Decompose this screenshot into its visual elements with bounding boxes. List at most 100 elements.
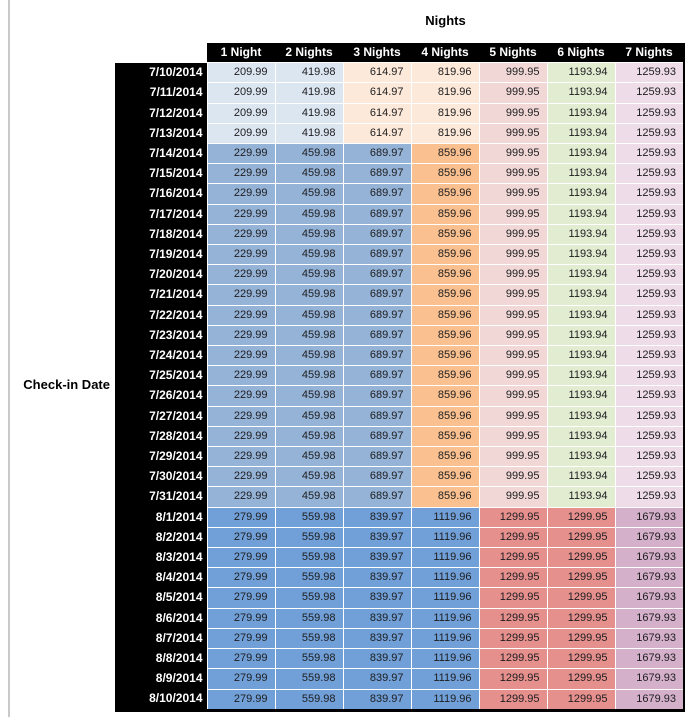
table-row: 7/12/2014 209.99 419.98 614.97 819.96 999.95 1… — [115, 103, 685, 124]
price-cell: 999.95 — [479, 365, 548, 387]
row-date-cell: 7/12/2014 — [115, 103, 208, 124]
price-cell: 1299.95 — [479, 608, 548, 629]
price-cell: 689.97 — [343, 385, 412, 407]
price-cell: 279.99 — [207, 587, 276, 609]
price-cell: 999.95 — [479, 183, 548, 205]
price-cell: 419.98 — [275, 82, 344, 104]
price-cell: 559.98 — [275, 567, 344, 589]
table-row: 7/15/2014 229.99 459.98 689.97 859.96 999.95 1… — [115, 163, 685, 185]
price-cell: 459.98 — [275, 486, 344, 508]
price-cell: 859.96 — [411, 264, 480, 286]
row-date-cell: 7/14/2014 — [115, 143, 208, 164]
price-cell: 819.96 — [411, 103, 480, 124]
table-row: 7/10/2014 209.99 419.98 614.97 819.96 999.95 1… — [115, 62, 685, 84]
price-cell: 229.99 — [207, 284, 276, 306]
price-cell: 229.99 — [207, 365, 276, 387]
price-cell: 1259.93 — [615, 385, 685, 407]
price-cell: 1193.94 — [547, 426, 616, 448]
price-cell: 1193.94 — [547, 345, 616, 367]
price-cell: 459.98 — [275, 385, 344, 407]
price-cell: 1299.95 — [479, 567, 548, 589]
header-row: 1 Night 2 Nights 3 Nights 4 Nights 5 Nights 6… — [115, 43, 684, 64]
table-row: 7/22/2014 229.99 459.98 689.97 859.96 999.95 1… — [115, 305, 685, 326]
price-cell: 459.98 — [275, 224, 344, 246]
price-cell: 859.96 — [411, 143, 480, 165]
price-cell: 1679.93 — [615, 689, 685, 711]
price-cell: 1193.94 — [547, 325, 616, 347]
price-cell: 614.97 — [343, 103, 412, 124]
price-cell: 459.98 — [275, 284, 344, 306]
price-cell: 1679.93 — [615, 648, 685, 670]
price-cell: 1259.93 — [615, 82, 685, 104]
price-cell: 1119.96 — [411, 668, 480, 690]
price-cell: 839.97 — [343, 527, 412, 549]
price-cell: 1299.95 — [479, 527, 548, 549]
price-cell: 1679.93 — [615, 668, 685, 690]
row-date-cell: 8/7/2014 — [115, 628, 208, 649]
row-date-cell: 7/31/2014 — [115, 486, 208, 508]
price-cell: 459.98 — [275, 305, 344, 326]
price-cell: 999.95 — [479, 244, 548, 266]
price-cell: 279.99 — [207, 628, 276, 650]
price-cell: 419.98 — [275, 123, 344, 145]
table-row: 7/31/2014 229.99 459.98 689.97 859.96 999.95 1… — [115, 486, 685, 508]
row-date-cell: 8/9/2014 — [115, 668, 208, 689]
price-cell: 999.95 — [479, 103, 548, 124]
price-cell: 459.98 — [275, 446, 344, 468]
price-cell: 229.99 — [207, 325, 276, 347]
price-cell: 689.97 — [343, 466, 412, 488]
price-cell: 859.96 — [411, 284, 480, 306]
price-cell: 1299.95 — [547, 668, 616, 690]
price-cell: 559.98 — [275, 608, 344, 629]
row-date-cell: 7/25/2014 — [115, 365, 208, 386]
price-cell: 229.99 — [207, 466, 276, 488]
table-row: 8/5/2014 279.99 559.98 839.97 1119.96 1299.95… — [115, 587, 685, 609]
price-cell: 1299.95 — [479, 507, 548, 528]
price-cell: 1679.93 — [615, 587, 685, 609]
row-date-cell: 8/2/2014 — [115, 527, 208, 548]
price-cell: 1193.94 — [547, 264, 616, 286]
table-row: 7/14/2014 229.99 459.98 689.97 859.96 999.95 1… — [115, 143, 685, 165]
price-cell: 1259.93 — [615, 305, 685, 326]
price-cell: 279.99 — [207, 608, 276, 629]
table-row: 8/6/2014 279.99 559.98 839.97 1119.96 1299.95… — [115, 608, 685, 629]
price-cell: 1259.93 — [615, 406, 685, 427]
price-cell: 1299.95 — [547, 689, 616, 711]
price-cell: 839.97 — [343, 608, 412, 629]
price-cell: 859.96 — [411, 183, 480, 205]
price-cell: 999.95 — [479, 143, 548, 165]
price-cell: 1299.95 — [479, 628, 548, 650]
price-cell: 279.99 — [207, 689, 276, 711]
price-cell: 999.95 — [479, 385, 548, 407]
price-cell: 859.96 — [411, 426, 480, 448]
price-cell: 1299.95 — [547, 547, 616, 569]
row-date-cell: 7/21/2014 — [115, 284, 208, 306]
price-cell: 279.99 — [207, 527, 276, 549]
row-date-cell: 7/18/2014 — [115, 224, 208, 245]
price-cell: 839.97 — [343, 668, 412, 690]
table-row: 7/25/2014 229.99 459.98 689.97 859.96 999.95 1… — [115, 365, 685, 387]
price-cell: 1193.94 — [547, 82, 616, 104]
price-cell: 1193.94 — [547, 224, 616, 246]
price-cell: 819.96 — [411, 123, 480, 145]
price-cell: 1259.93 — [615, 486, 685, 508]
row-date-cell: 8/3/2014 — [115, 547, 208, 568]
price-cell: 1119.96 — [411, 608, 480, 629]
table-row: 8/3/2014 279.99 559.98 839.97 1119.96 1299.95… — [115, 547, 685, 569]
price-cell: 459.98 — [275, 345, 344, 367]
price-cell: 559.98 — [275, 628, 344, 650]
price-cell: 689.97 — [343, 345, 412, 367]
price-cell: 859.96 — [411, 204, 480, 225]
table-row: 7/23/2014 229.99 459.98 689.97 859.96 999.95 1… — [115, 325, 685, 347]
price-cell: 229.99 — [207, 486, 276, 508]
price-cell: 859.96 — [411, 446, 480, 468]
price-cell: 999.95 — [479, 426, 548, 448]
price-cell: 459.98 — [275, 244, 344, 266]
table-row: 7/20/2014 229.99 459.98 689.97 859.96 999.95 1… — [115, 264, 685, 286]
price-cell: 1259.93 — [615, 284, 685, 306]
price-cell: 229.99 — [207, 163, 276, 185]
price-cell: 1259.93 — [615, 123, 685, 145]
price-cell: 1193.94 — [547, 204, 616, 225]
row-date-cell: 7/27/2014 — [115, 406, 208, 427]
price-cell: 1193.94 — [547, 385, 616, 407]
